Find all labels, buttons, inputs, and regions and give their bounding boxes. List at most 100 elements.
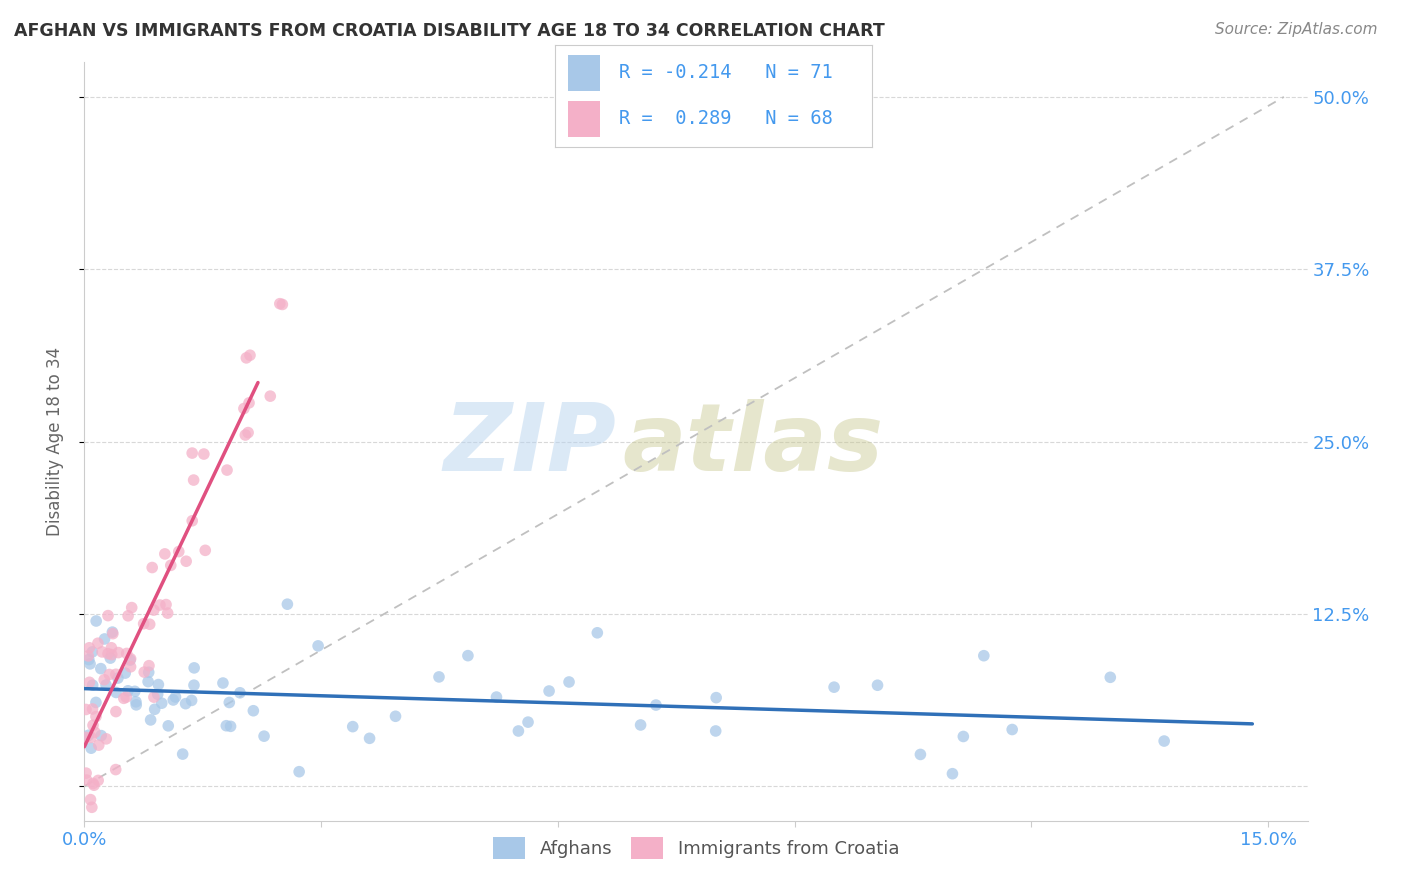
Point [97,647,120,661]
Text: atlas: atlas [623,400,884,491]
Point [157,719,180,733]
Point [218,696,240,710]
Point [148,677,170,691]
Point [120,653,142,667]
Point [77,652,100,666]
Point [87,773,110,788]
Point [104,667,127,681]
Point [239,348,262,362]
Point [75,731,97,745]
Point [82,718,104,732]
Bar [568,55,599,91]
Point [93,632,115,646]
Point [558,675,581,690]
Point [121,600,143,615]
Point [125,695,148,709]
Text: R =  0.289   N = 68: R = 0.289 N = 68 [619,109,832,128]
Point [167,544,190,558]
Point [80,731,103,745]
Text: AFGHAN VS IMMIGRANTS FROM CROATIA DISABILITY AGE 18 TO 34 CORRELATION CHART: AFGHAN VS IMMIGRANTS FROM CROATIA DISABI… [14,22,884,40]
Point [97,608,120,623]
Point [269,296,291,310]
Point [98,651,121,665]
Point [101,626,124,640]
Point [174,697,197,711]
Point [134,665,156,679]
Point [79,675,101,690]
Point [156,606,179,620]
Text: R = -0.214   N = 71: R = -0.214 N = 71 [619,62,832,82]
Point [139,713,162,727]
Point [155,598,177,612]
Point [101,625,124,640]
Point [235,351,257,365]
Point [90,662,112,676]
Point [84,709,107,723]
Point [149,598,172,612]
Point [82,645,104,659]
Point [77,648,100,663]
Point [229,686,252,700]
Point [457,648,479,663]
Point [212,676,235,690]
Point [183,473,205,487]
Point [143,702,166,716]
Point [586,625,609,640]
Point [83,778,105,792]
Point [150,696,173,710]
Point [142,690,165,705]
Point [146,687,169,701]
Point [100,648,122,662]
Point [79,640,101,655]
Point [125,698,148,712]
Point [359,731,381,746]
Point [941,766,963,780]
Point [276,597,298,611]
Point [823,680,845,694]
Point [87,636,110,650]
Point [96,731,118,746]
Point [910,747,932,762]
Point [132,616,155,631]
Point [233,428,256,442]
Point [215,719,238,733]
Point [107,671,129,685]
Point [115,690,138,704]
Text: Source: ZipAtlas.com: Source: ZipAtlas.com [1215,22,1378,37]
Point [153,547,176,561]
Point [159,558,181,573]
Point [181,514,204,528]
Text: ZIP: ZIP [443,400,616,491]
Point [138,617,160,632]
Point [645,698,668,712]
Point [384,709,406,723]
Point [80,741,103,756]
Point [271,297,294,311]
Point [194,543,217,558]
Point [100,640,122,655]
Point [75,702,97,716]
Point [215,463,238,477]
Point [232,401,254,416]
Point [84,614,107,628]
Point [136,674,159,689]
Point [259,389,281,403]
Point [82,702,104,716]
Point [107,646,129,660]
Point [508,723,530,738]
Point [138,665,160,680]
Point [112,691,135,706]
Point [84,695,107,709]
Point [115,647,138,661]
Point [1099,670,1122,684]
Point [236,425,259,440]
Point [1153,734,1175,748]
Point [87,738,110,752]
Point [79,792,101,806]
Point [253,729,276,743]
Point [704,723,727,738]
Point [180,693,202,707]
Point [183,678,205,692]
Point [193,447,215,461]
Point [104,705,127,719]
